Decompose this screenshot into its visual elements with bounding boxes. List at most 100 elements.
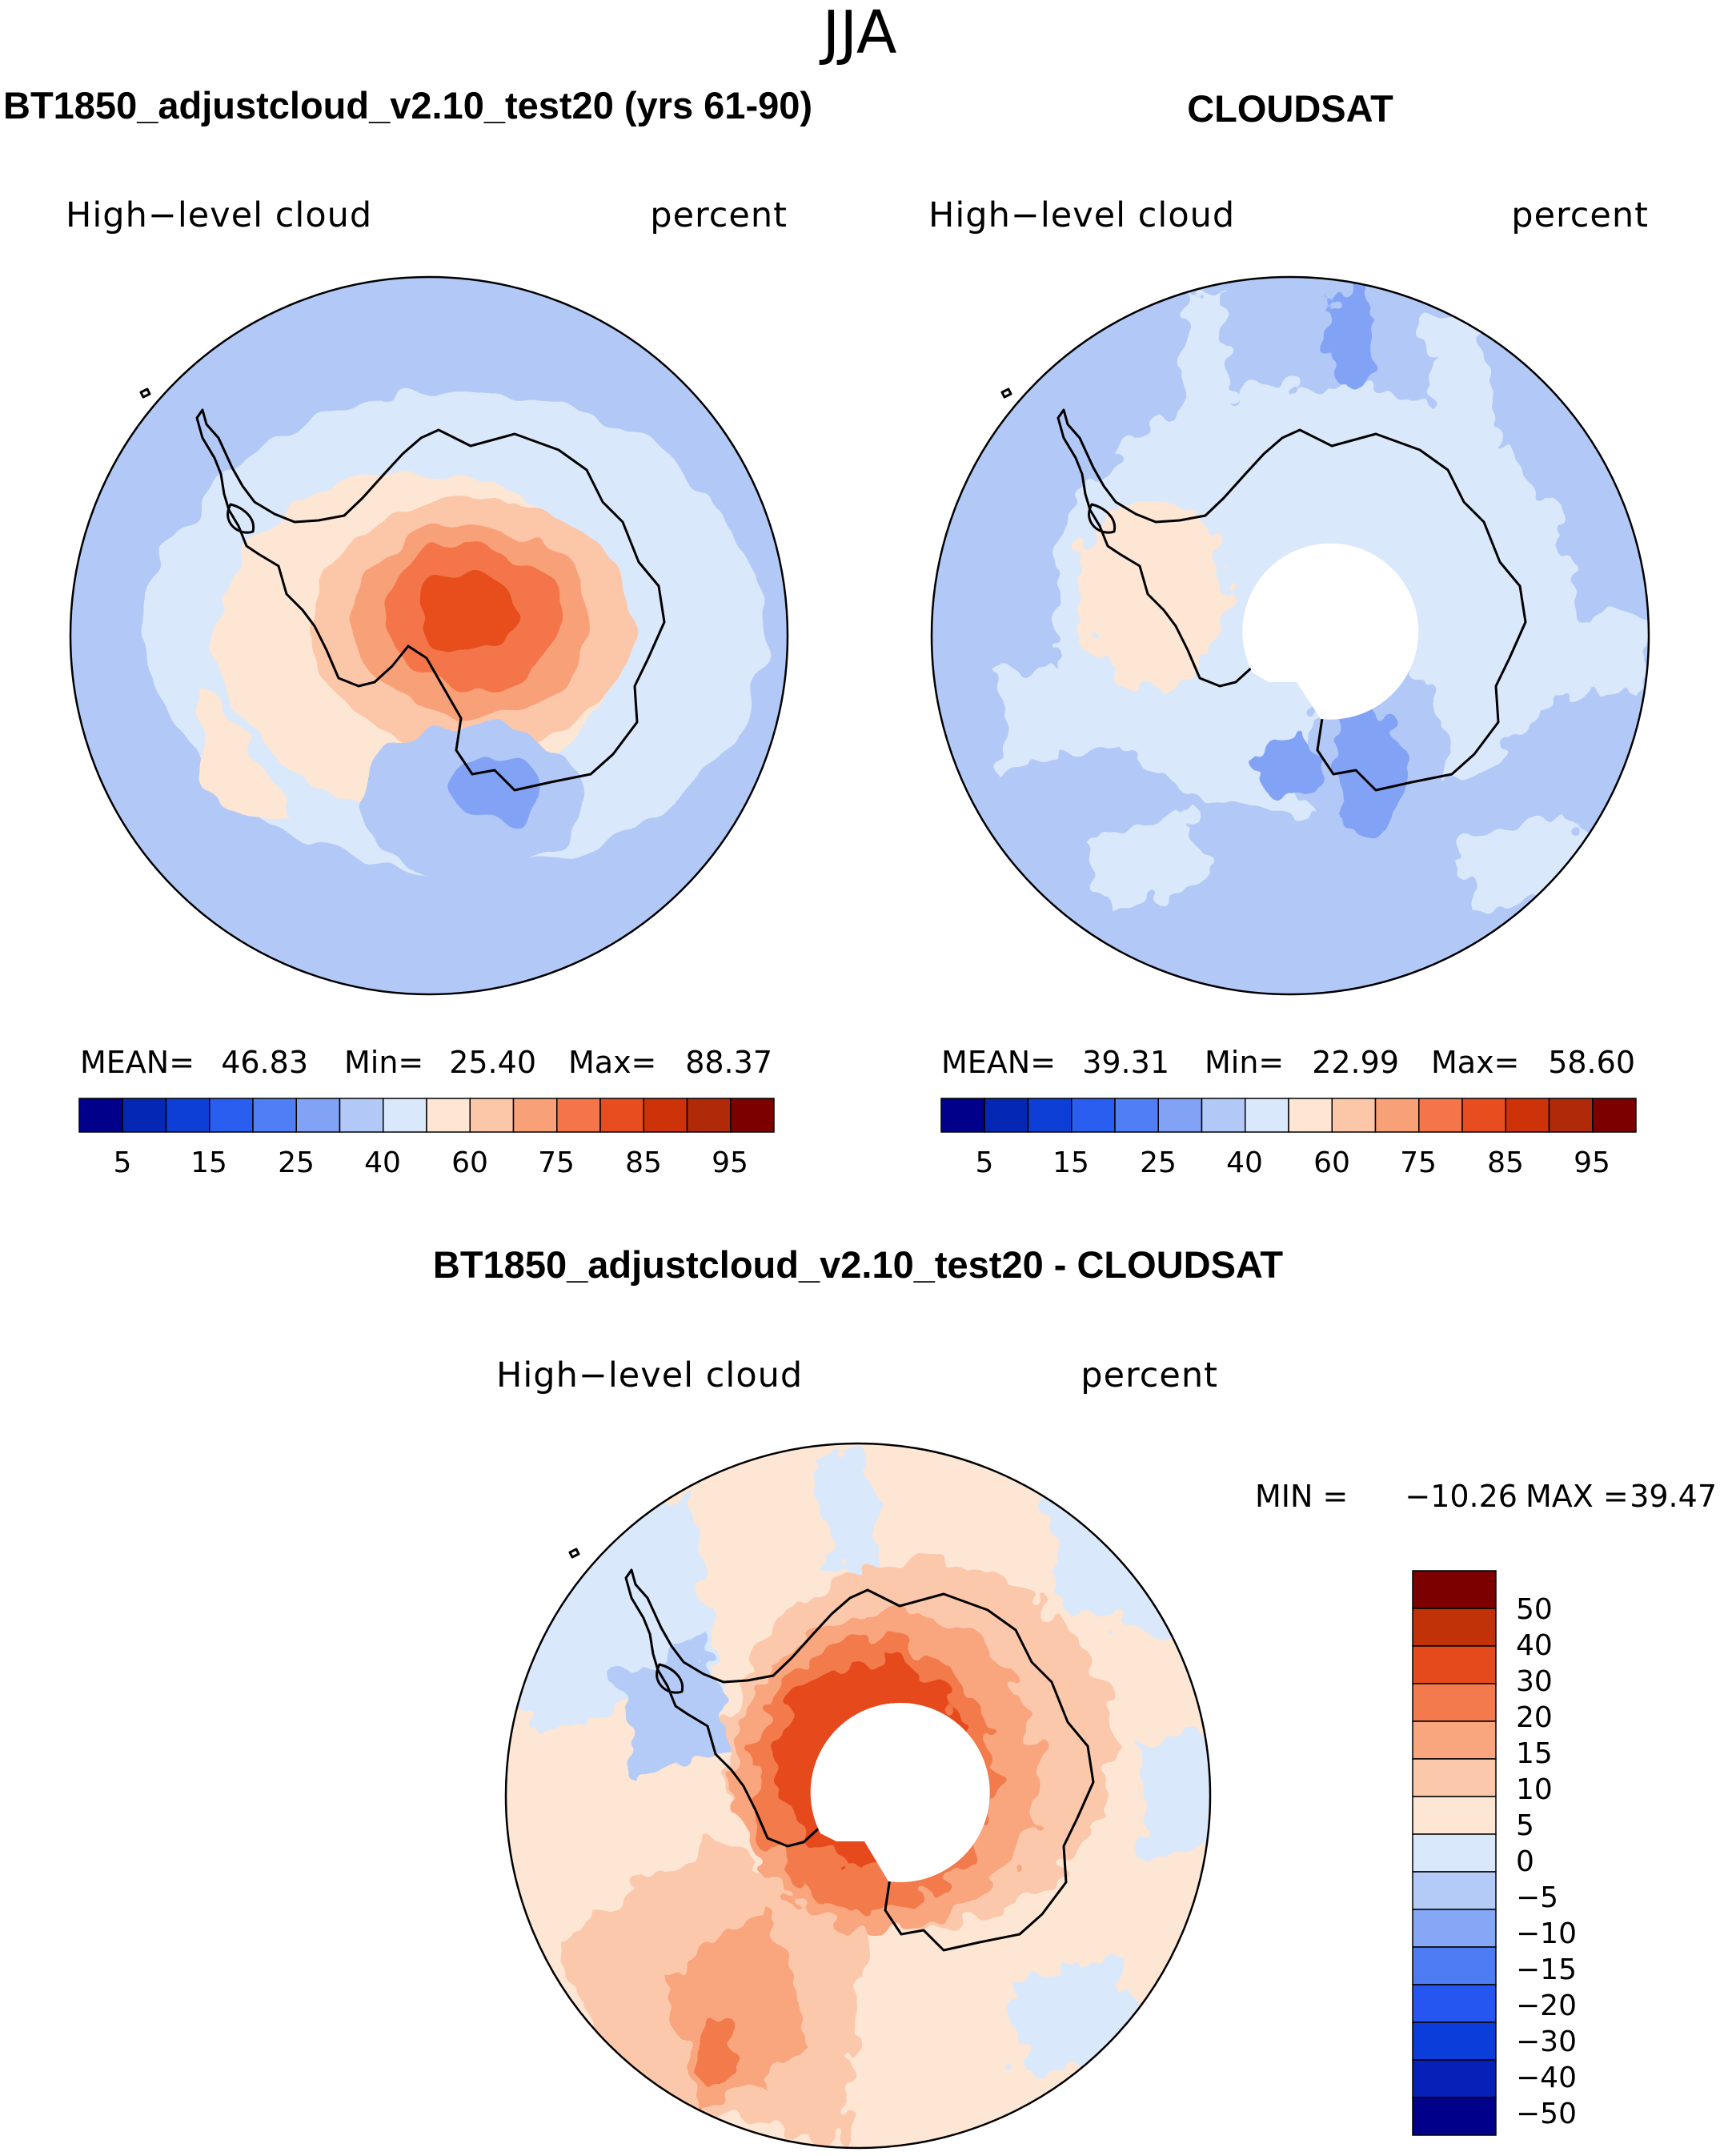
colorbar-swatches bbox=[78, 1098, 775, 1133]
tick-label: 25 bbox=[278, 1146, 315, 1179]
colorbar-swatch bbox=[1412, 1796, 1497, 1835]
polar-map bbox=[930, 275, 1650, 996]
colorbar-swatch bbox=[1157, 1098, 1203, 1133]
colorbar-swatch bbox=[1412, 1946, 1497, 1985]
colorbar-swatch bbox=[78, 1098, 123, 1133]
tick-label: 5 bbox=[114, 1146, 132, 1179]
colorbar-swatch bbox=[1412, 1758, 1497, 1797]
tick-label: 25 bbox=[1140, 1146, 1177, 1179]
tick-label: −15 bbox=[1516, 1953, 1577, 1986]
variable-label: High−level cloud bbox=[496, 1355, 803, 1395]
colorbar-swatch bbox=[1412, 2022, 1497, 2061]
colorbar-swatch bbox=[1331, 1098, 1377, 1133]
colorbar-swatch bbox=[469, 1098, 515, 1133]
tick-label: 40 bbox=[364, 1146, 401, 1179]
panel-diff: BT1850_adjustcloud_v2.10_test20 - CLOUDS… bbox=[433, 1243, 1717, 2150]
tick-label: −5 bbox=[1516, 1881, 1558, 1914]
stats-line: MEAN= 46.83 Min= 25.40 Max= 88.37 bbox=[80, 1045, 772, 1080]
colorbar-swatch bbox=[686, 1098, 732, 1133]
min-value: 22.99 bbox=[1312, 1045, 1399, 1080]
colorbar-swatch bbox=[1027, 1098, 1072, 1133]
colorbar-swatch bbox=[940, 1098, 985, 1133]
colorbar-swatch bbox=[339, 1098, 384, 1133]
panel-obs: CLOUDSAT High−level cloud percent bbox=[928, 87, 1650, 1179]
tick-label: 5 bbox=[1516, 1809, 1534, 1842]
variable-label: High−level cloud bbox=[928, 195, 1235, 235]
colorbar-swatch bbox=[209, 1098, 254, 1133]
colorbar-swatch bbox=[556, 1098, 601, 1133]
colorbar-swatch bbox=[1548, 1098, 1594, 1133]
colorbar-swatch bbox=[599, 1098, 644, 1133]
max-label: Max= bbox=[568, 1045, 656, 1080]
tick-label: 95 bbox=[1574, 1146, 1610, 1179]
tick-label: 15 bbox=[1516, 1737, 1553, 1770]
colorbar-ticks: 50 40 30 20 15 10 5 0 −5 −10 −15 −20 −30… bbox=[1516, 1593, 1577, 2130]
polar-map bbox=[69, 275, 789, 996]
colorbar-swatch bbox=[984, 1098, 1029, 1133]
min-label: Min= bbox=[1205, 1045, 1284, 1080]
tick-label: 95 bbox=[712, 1146, 748, 1179]
season-title: JJA bbox=[820, 0, 897, 67]
tick-label: 85 bbox=[1487, 1146, 1524, 1179]
colorbar-swatch bbox=[1412, 1720, 1497, 1760]
min-value: 25.40 bbox=[449, 1045, 536, 1080]
colorbar-swatch bbox=[1412, 2059, 1497, 2098]
units-label: percent bbox=[650, 195, 788, 235]
colorbar-swatch bbox=[295, 1098, 341, 1133]
colorbar-swatch bbox=[512, 1098, 558, 1133]
colorbar-swatch bbox=[1505, 1098, 1550, 1133]
colorbar-ticks: 5 15 25 40 60 75 85 95 bbox=[976, 1146, 1610, 1179]
mean-label: MEAN= bbox=[80, 1045, 194, 1080]
colorbar-swatch bbox=[1412, 2097, 1497, 2136]
tick-label: 0 bbox=[1516, 1845, 1534, 1878]
units-label: percent bbox=[1511, 195, 1649, 235]
tick-label: 75 bbox=[538, 1146, 575, 1179]
colorbar-vertical: 50 40 30 20 15 10 5 0 −5 −10 −15 −20 −30… bbox=[1412, 1570, 1577, 2136]
stats-line: MEAN= 39.31 Min= 22.99 Max= 58.60 bbox=[941, 1045, 1635, 1080]
units-label: percent bbox=[1081, 1355, 1218, 1395]
polar-map bbox=[504, 1442, 1212, 2150]
colorbar-swatch bbox=[1201, 1098, 1246, 1133]
colorbar-swatch bbox=[1412, 1871, 1497, 1910]
panel-title: BT1850_adjustcloud_v2.10_test20 - CLOUDS… bbox=[433, 1243, 1283, 1286]
tick-label: 15 bbox=[190, 1146, 227, 1179]
tick-label: 50 bbox=[1516, 1593, 1553, 1626]
variable-label: High−level cloud bbox=[66, 195, 372, 235]
colorbar-swatch bbox=[1114, 1098, 1159, 1133]
mean-value: 39.31 bbox=[1082, 1045, 1169, 1080]
max-value: 39.47 bbox=[1630, 1479, 1717, 1514]
min-label: MIN = bbox=[1255, 1479, 1348, 1514]
max-value: 88.37 bbox=[685, 1045, 772, 1080]
tick-label: −50 bbox=[1516, 2098, 1577, 2130]
colorbar-swatch bbox=[1071, 1098, 1116, 1133]
colorbar-swatch bbox=[730, 1098, 775, 1133]
tick-label: −30 bbox=[1516, 2026, 1577, 2058]
colorbar-swatch bbox=[1592, 1098, 1637, 1133]
mean-value: 46.83 bbox=[221, 1045, 308, 1080]
tick-label: −10 bbox=[1516, 1917, 1577, 1950]
colorbar-swatch bbox=[426, 1098, 471, 1133]
colorbar-swatch bbox=[1412, 1909, 1497, 1948]
tick-label: −40 bbox=[1516, 2062, 1577, 2094]
colorbar-swatch bbox=[1374, 1098, 1420, 1133]
tick-label: 15 bbox=[1052, 1146, 1089, 1179]
colorbar-ticks: 5 15 25 40 60 75 85 95 bbox=[114, 1146, 748, 1179]
max-label: Max= bbox=[1431, 1045, 1519, 1080]
colorbar: 5 15 25 40 60 75 85 95 bbox=[940, 1098, 1637, 1179]
panel-title: BT1850_adjustcloud_v2.10_test20 (yrs 61-… bbox=[3, 84, 812, 126]
mean-label: MEAN= bbox=[941, 1045, 1056, 1080]
max-value: 58.60 bbox=[1548, 1045, 1635, 1080]
tick-label: 20 bbox=[1516, 1701, 1553, 1734]
tick-label: 30 bbox=[1516, 1665, 1553, 1698]
panel-title: CLOUDSAT bbox=[1187, 87, 1393, 130]
colorbar-swatch bbox=[1461, 1098, 1506, 1133]
minmax-line: MIN = −10.26 MAX = 39.47 bbox=[1255, 1479, 1717, 1514]
tick-label: 40 bbox=[1516, 1629, 1553, 1662]
tick-label: 60 bbox=[451, 1146, 488, 1179]
colorbar-swatch bbox=[1288, 1098, 1333, 1133]
colorbar-swatch bbox=[1418, 1098, 1463, 1133]
panel-model: BT1850_adjustcloud_v2.10_test20 (yrs 61-… bbox=[3, 84, 812, 1179]
colorbar-swatch bbox=[1412, 1833, 1497, 1873]
tick-label: 5 bbox=[976, 1146, 994, 1179]
